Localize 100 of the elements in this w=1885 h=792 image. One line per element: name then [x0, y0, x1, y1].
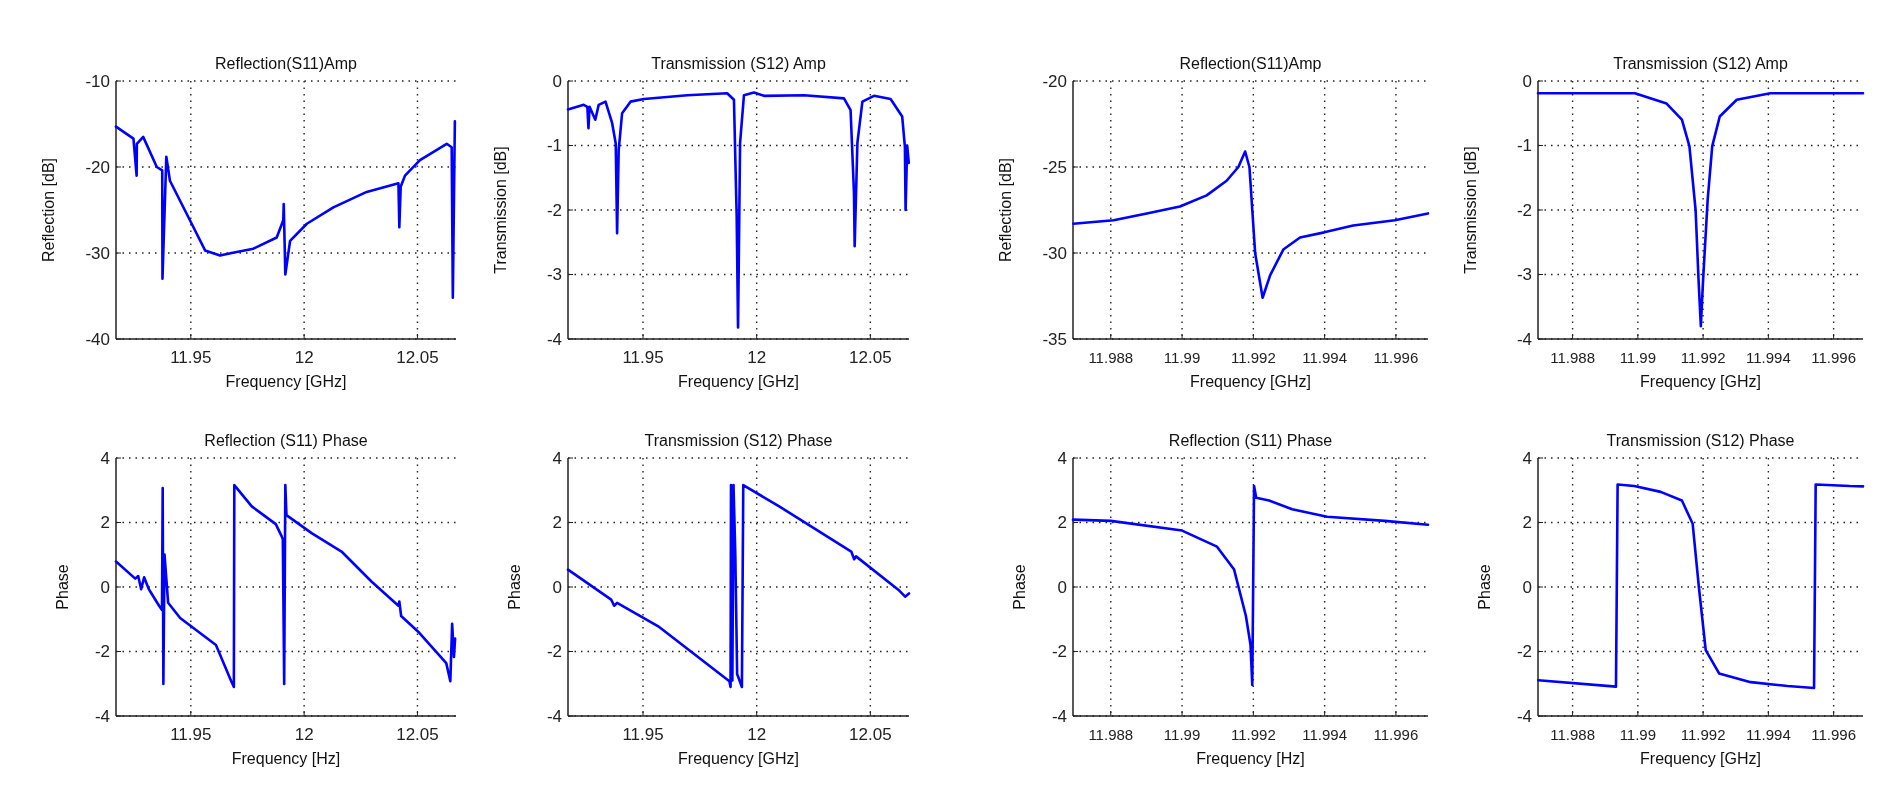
x-axis-title: Frequency [GHz] [1640, 750, 1761, 767]
y-tick-label: -3 [546, 265, 562, 285]
x-tick-label: 11.988 [1550, 726, 1595, 743]
x-tick-label: 12 [747, 348, 767, 367]
y-tick-label: -4 [1516, 706, 1532, 726]
y-tick-label: -2 [546, 200, 562, 220]
line-series [1072, 150, 1430, 300]
y-tick-label: 0 [100, 577, 110, 597]
line-series [566, 91, 911, 329]
x-tick-label: 11.988 [1088, 349, 1134, 366]
y-tick-label: 4 [552, 448, 562, 468]
y-tick-label: 2 [100, 513, 110, 533]
y-tick-label: -2 [1516, 200, 1532, 220]
y-axis-title: Reflection [dB] [40, 157, 57, 263]
x-tick-label: 11.996 [1373, 349, 1419, 366]
y-axis-title: Phase [506, 564, 523, 610]
x-tick-label: 12 [294, 348, 314, 367]
x-axis-title: Frequency [GHz] [1190, 373, 1311, 390]
x-axis-title: Frequency [GHz] [1640, 373, 1761, 390]
y-tick-label: -2 [1516, 642, 1532, 662]
x-tick-label: 11.988 [1550, 349, 1595, 366]
y-tick-label: -4 [546, 329, 562, 349]
y-tick-label: -40 [85, 329, 110, 349]
x-tick-label: 11.994 [1745, 349, 1791, 366]
y-tick-label: -4 [1516, 329, 1532, 349]
x-tick-label: 12.05 [396, 348, 439, 367]
y-tick-label: -35 [1042, 329, 1067, 349]
chart-title: Reflection(S11)Amp [215, 55, 358, 72]
x-tick-label: 11.992 [1680, 349, 1726, 366]
y-tick-label: -4 [94, 706, 110, 726]
x-tick-label: 11.992 [1230, 349, 1276, 366]
y-tick-label: -2 [94, 642, 110, 662]
x-tick-label: 12.05 [396, 725, 439, 744]
x-tick-label: 11.992 [1230, 726, 1276, 743]
y-tick-label: -30 [1042, 243, 1067, 263]
y-tick-label: -20 [85, 157, 110, 177]
x-tick-label: 11.996 [1811, 349, 1857, 366]
y-tick-label: 2 [1522, 513, 1532, 533]
x-tick-label: 11.994 [1302, 349, 1348, 366]
y-tick-label: 4 [1057, 448, 1067, 468]
x-tick-label: 11.99 [1619, 349, 1657, 366]
y-tick-label: 0 [552, 577, 562, 597]
line-series [1071, 484, 1430, 687]
x-tick-label: 11.994 [1745, 726, 1791, 743]
x-axis-title: Frequency [GHz] [678, 750, 799, 767]
y-axis-title: Reflection [dB] [997, 157, 1014, 263]
chart-title: Transmission (S12) Amp [1613, 55, 1788, 72]
y-tick-label: -3 [1516, 265, 1532, 285]
x-tick-label: 11.992 [1680, 726, 1726, 743]
x-tick-label: 11.996 [1811, 726, 1857, 743]
y-axis-title: Transmission [dB] [492, 146, 509, 274]
y-tick-label: 4 [1522, 448, 1532, 468]
x-tick-label: 11.99 [1619, 726, 1657, 743]
x-axis-title: Frequency [Hz] [1196, 750, 1305, 767]
chart-title: Reflection(S11)Amp [1179, 55, 1322, 72]
x-tick-label: 11.996 [1373, 726, 1419, 743]
chart-title: Reflection (S11) Phase [1168, 432, 1333, 449]
y-tick-label: -25 [1042, 157, 1067, 177]
y-tick-label: 4 [100, 448, 110, 468]
x-tick-label: 11.99 [1163, 349, 1201, 366]
line-series [114, 120, 457, 300]
x-axis-title: Frequency [GHz] [678, 373, 799, 390]
y-tick-label: -1 [546, 136, 562, 156]
y-tick-label: -2 [1051, 642, 1067, 662]
line-series [114, 483, 457, 689]
x-tick-label: 12 [294, 725, 314, 744]
x-tick-label: 11.95 [170, 725, 212, 744]
y-tick-label: -1 [1516, 136, 1532, 156]
x-tick-label: 12 [747, 725, 767, 744]
x-tick-label: 12.05 [849, 725, 892, 744]
chart-title: Transmission (S12) Amp [651, 55, 826, 72]
x-axis-title: Frequency [Hz] [231, 750, 341, 767]
chart-title: Transmission (S12) Phase [644, 432, 833, 449]
y-tick-label: 2 [552, 513, 562, 533]
line-series [566, 483, 911, 689]
chart-title: Transmission (S12) Phase [1606, 432, 1795, 449]
y-tick-label: 0 [1522, 71, 1532, 91]
line-series [1537, 483, 1865, 690]
y-axis-title: Phase [54, 564, 71, 610]
y-tick-label: 0 [552, 71, 562, 91]
line-series [1536, 91, 1865, 328]
y-tick-label: -4 [1051, 706, 1067, 726]
y-tick-label: -30 [85, 243, 110, 263]
y-tick-label: -20 [1042, 71, 1067, 91]
y-axis-title: Phase [1476, 564, 1493, 610]
y-axis-title: Transmission [dB] [1462, 146, 1479, 274]
y-tick-label: 2 [1057, 513, 1067, 533]
y-tick-label: -2 [546, 642, 562, 662]
x-tick-label: 12.05 [849, 348, 892, 367]
x-tick-label: 11.95 [622, 725, 664, 744]
x-tick-label: 11.99 [1163, 726, 1201, 743]
y-tick-label: 0 [1522, 577, 1532, 597]
y-tick-label: 0 [1057, 577, 1067, 597]
x-tick-label: 11.95 [170, 348, 212, 367]
x-tick-label: 11.994 [1302, 726, 1348, 743]
y-axis-title: Phase [1011, 564, 1028, 610]
x-axis-title: Frequency [GHz] [225, 373, 347, 390]
x-tick-label: 11.988 [1088, 726, 1134, 743]
chart-title: Reflection (S11) Phase [204, 432, 368, 449]
y-tick-label: -4 [546, 706, 562, 726]
